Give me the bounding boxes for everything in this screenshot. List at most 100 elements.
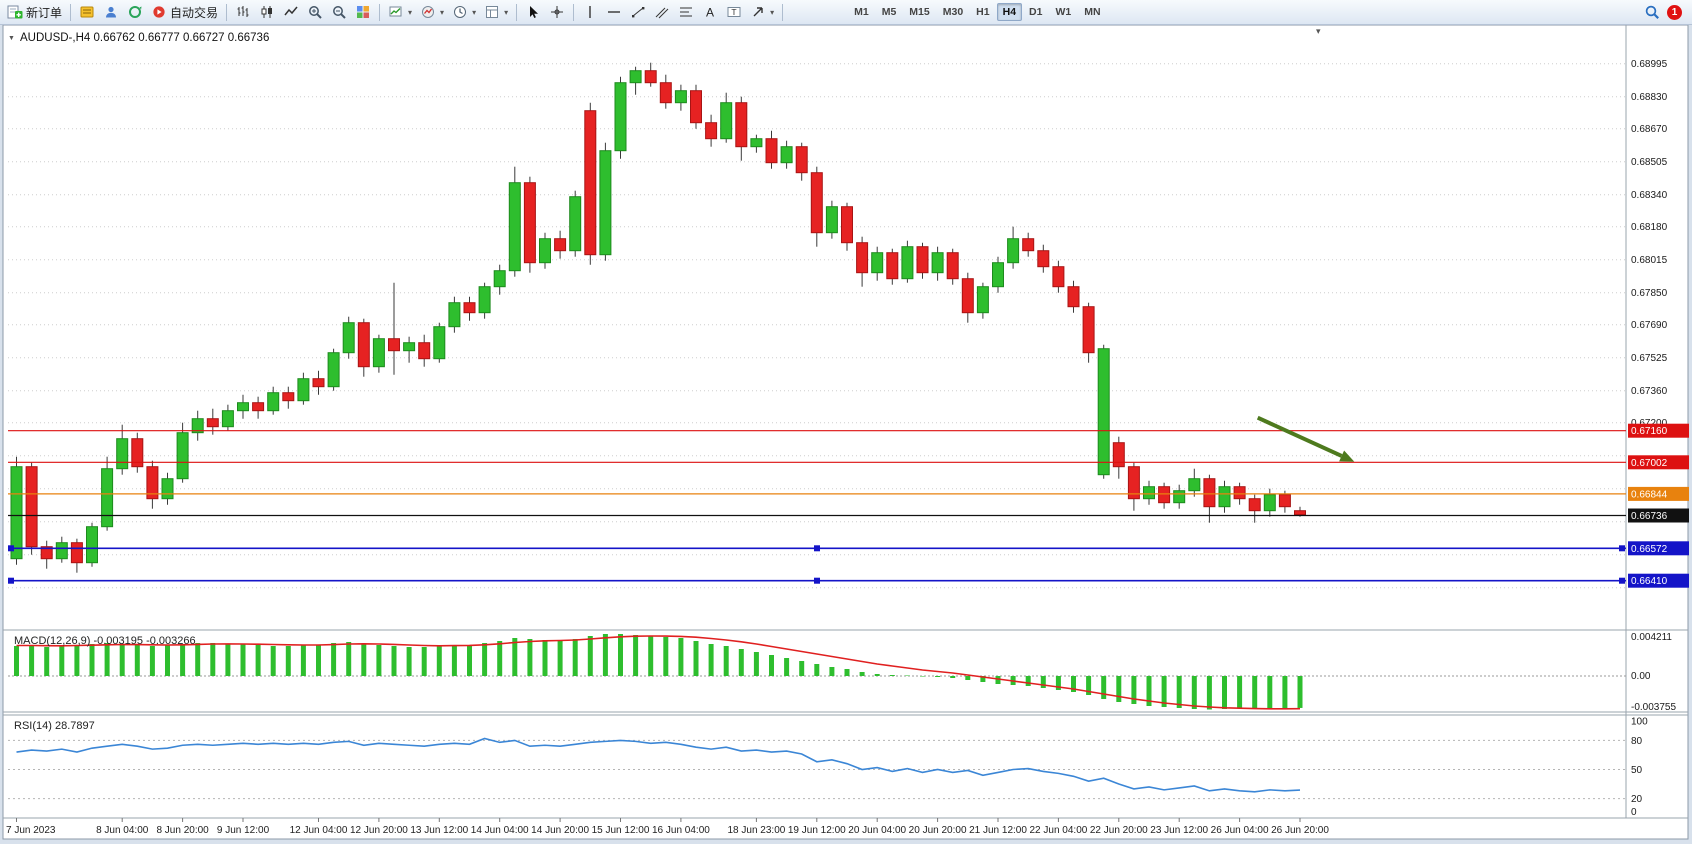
zoom-in-icon [309, 6, 322, 19]
arrows-tool-button[interactable]: ▾ [747, 1, 777, 23]
bear-candle [1203, 478, 1216, 508]
bull-candle [1097, 348, 1110, 476]
new-order-icon [7, 5, 23, 19]
macd-header: MACD(12,26,9) -0.003195 -0.003266 [14, 635, 196, 647]
cursor-tool-button[interactable] [522, 1, 544, 23]
timeframe-h4[interactable]: H4 [996, 3, 1023, 21]
price-tick-label: 0.68830 [1631, 92, 1668, 103]
channel-icon [655, 7, 669, 19]
search-button[interactable] [1641, 1, 1663, 23]
bull-candle [1263, 494, 1276, 512]
chart-menu-icon[interactable]: ▾ [1316, 26, 1321, 36]
hline-price-label: 0.66572 [1631, 544, 1668, 555]
time-label: 7 Jun 2023 [6, 825, 56, 836]
notification-badge[interactable]: 1 [1667, 4, 1682, 20]
hline-price-label: 0.66844 [1631, 489, 1668, 500]
price-tick-label: 0.68670 [1631, 124, 1668, 135]
horizontal-line-tool-button[interactable] [603, 1, 625, 23]
bear-candle [1067, 286, 1080, 308]
bear-candle [659, 82, 672, 104]
toolbar-separator [573, 3, 575, 21]
timeframe-m1[interactable]: M1 [854, 6, 869, 18]
bear-candle [644, 70, 657, 84]
timeframe-m5[interactable]: M5 [881, 6, 897, 18]
bull-candle [1143, 486, 1155, 500]
bear-candle [1082, 306, 1095, 354]
bull-candle [1173, 490, 1186, 504]
timeframes-clock-button[interactable]: ▾ [449, 1, 479, 23]
quotes-icon [80, 6, 94, 18]
zoom-out-button[interactable] [328, 1, 350, 23]
timeframe-m30[interactable]: M30 [942, 6, 964, 18]
templates-button[interactable]: ▾ [481, 1, 511, 23]
line-handle[interactable] [814, 545, 820, 552]
price-tick-label: 0.68340 [1631, 190, 1668, 201]
timeframe-group: M1 M5 M15 M30 H1 H4 D1 W1 MN [848, 3, 1106, 21]
rsi-header: RSI(14) 28.7897 [14, 720, 95, 732]
trend-arrow[interactable] [1256, 415, 1343, 458]
timeframe-mn[interactable]: MN [1084, 6, 1101, 18]
line-handle[interactable] [1619, 545, 1625, 552]
bear-candle [1127, 466, 1140, 500]
hline-price-label: 0.67160 [1631, 426, 1668, 437]
trend-arrow-head[interactable] [1339, 450, 1355, 462]
bull-candle [191, 418, 204, 434]
timeframe-w1[interactable]: W1 [1055, 6, 1072, 18]
bear-candle [705, 122, 718, 140]
time-label: 16 Jun 04:00 [652, 825, 710, 836]
indicators-button[interactable]: ▾ [417, 1, 447, 23]
main-toolbar: 新订单 自动交易 [0, 0, 1692, 25]
bull-candle [539, 238, 551, 264]
bull-candle [508, 182, 521, 272]
candlestick-icon [261, 6, 273, 18]
bull-candle [433, 326, 446, 360]
candlestick-mode-button[interactable] [256, 1, 278, 23]
timeframe-d1[interactable]: D1 [1029, 6, 1043, 18]
price-tick-label: 0.68995 [1631, 59, 1668, 70]
rsi-scale-label: 100 [1631, 717, 1648, 728]
text-tool-button[interactable]: A [699, 1, 721, 23]
svg-text:T: T [731, 7, 736, 17]
bull-candle [176, 432, 189, 480]
macd-signal-line [16, 635, 1301, 710]
bear-candle [282, 392, 295, 402]
trendline-tool-button[interactable] [627, 1, 649, 23]
toolbar-separator [516, 3, 518, 21]
bull-candle [448, 302, 461, 328]
channel-tool-button[interactable] [651, 1, 673, 23]
time-label: 18 Jun 23:00 [727, 825, 785, 836]
time-label: 14 Jun 04:00 [471, 825, 529, 836]
text-label-icon: T [727, 7, 741, 17]
new-chart-button[interactable]: ▾ [385, 1, 415, 23]
timeframe-m15[interactable]: M15 [909, 6, 930, 18]
tile-windows-button[interactable] [352, 1, 374, 23]
auto-trading-label: 自动交易 [170, 5, 219, 20]
chart-window-frame [2, 24, 1689, 840]
chart-collapse-icon[interactable]: ▼ [8, 35, 15, 42]
line-handle[interactable] [1619, 577, 1625, 584]
vertical-line-tool-button[interactable] [579, 1, 601, 23]
auto-trading-button[interactable]: 自动交易 [148, 1, 221, 23]
crosshair-tool-button[interactable] [546, 1, 568, 23]
text-label-tool-button[interactable]: T [723, 1, 745, 23]
new-order-button[interactable]: 新订单 [4, 1, 65, 23]
bull-candle [780, 146, 793, 164]
bar-chart-mode-button[interactable] [232, 1, 254, 23]
quotes-button[interactable] [76, 1, 98, 23]
line-chart-mode-button[interactable] [280, 1, 302, 23]
chevron-down-icon: ▾ [770, 7, 775, 17]
profile-button[interactable] [100, 1, 122, 23]
line-handle[interactable] [8, 545, 14, 552]
zoom-in-button[interactable] [304, 1, 326, 23]
time-label: 21 Jun 12:00 [969, 825, 1027, 836]
line-handle[interactable] [814, 577, 820, 584]
timeframe-h1[interactable]: H1 [976, 6, 990, 18]
hline-price-flag [1628, 573, 1689, 588]
price-tick-label: 0.68505 [1631, 157, 1668, 168]
bull-candle [629, 70, 642, 84]
refresh-button[interactable] [124, 1, 146, 23]
rsi-scale-label: 0 [1631, 807, 1637, 818]
fibonacci-tool-button[interactable] [675, 1, 697, 23]
line-handle[interactable] [8, 577, 14, 584]
